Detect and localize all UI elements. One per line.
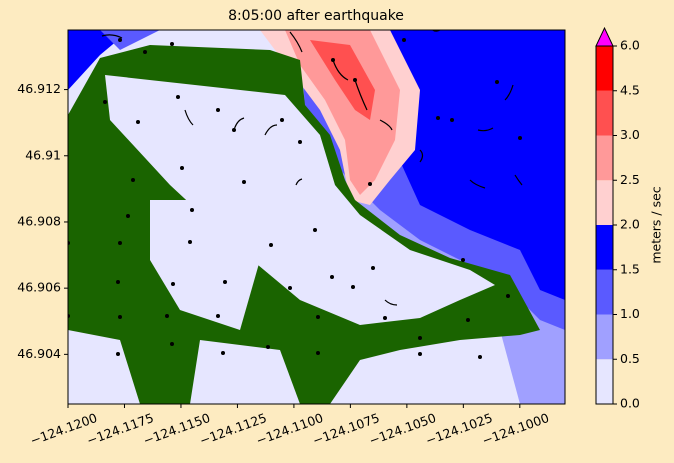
bay xyxy=(190,340,300,404)
colorbar-band xyxy=(596,46,613,91)
colorbar-tick-label: 3.0 xyxy=(620,127,640,142)
particles xyxy=(68,38,522,359)
y-tick-label: 46.91 xyxy=(25,147,61,162)
colorbar-tick-label: 1.0 xyxy=(620,306,640,321)
colorbar-band xyxy=(596,269,613,315)
colorbar-band xyxy=(596,359,613,404)
colorbar-tick-label: 0.5 xyxy=(620,351,640,366)
colorbar-tick-label: 0.0 xyxy=(620,396,640,411)
y-tick-label: 46.906 xyxy=(17,280,61,295)
trajectories xyxy=(101,30,523,306)
bay xyxy=(150,200,260,330)
colorbar-tick-label: 2.0 xyxy=(620,217,640,232)
bay xyxy=(68,330,140,404)
bay xyxy=(105,75,495,325)
colorbar-tick-label: 1.5 xyxy=(620,261,640,276)
colorbar-extend xyxy=(595,26,614,47)
plot-frame xyxy=(67,29,566,405)
y-tick-label: 46.908 xyxy=(17,213,61,228)
colorbar-band xyxy=(596,225,613,270)
colorbar-band xyxy=(596,314,613,360)
current-zone xyxy=(310,40,375,120)
colorbar-tick-label: 2.5 xyxy=(620,172,640,187)
colorbar-tick-label: 6.0 xyxy=(620,38,640,53)
map xyxy=(68,30,565,404)
current-zone xyxy=(68,30,130,90)
colorbar-tick-label: 4.5 xyxy=(620,82,640,97)
colorbar-band xyxy=(596,90,613,136)
current-zone xyxy=(380,30,565,300)
colorbar-label: meters / sec xyxy=(649,186,664,263)
current-zone xyxy=(285,30,400,195)
colorbar-band xyxy=(596,180,613,225)
y-tick-label: 46.912 xyxy=(17,81,61,96)
colorbar-band xyxy=(596,135,613,181)
map-title: 8:05:00 after earthquake xyxy=(228,8,404,24)
y-tick-label: 46.904 xyxy=(17,346,61,361)
